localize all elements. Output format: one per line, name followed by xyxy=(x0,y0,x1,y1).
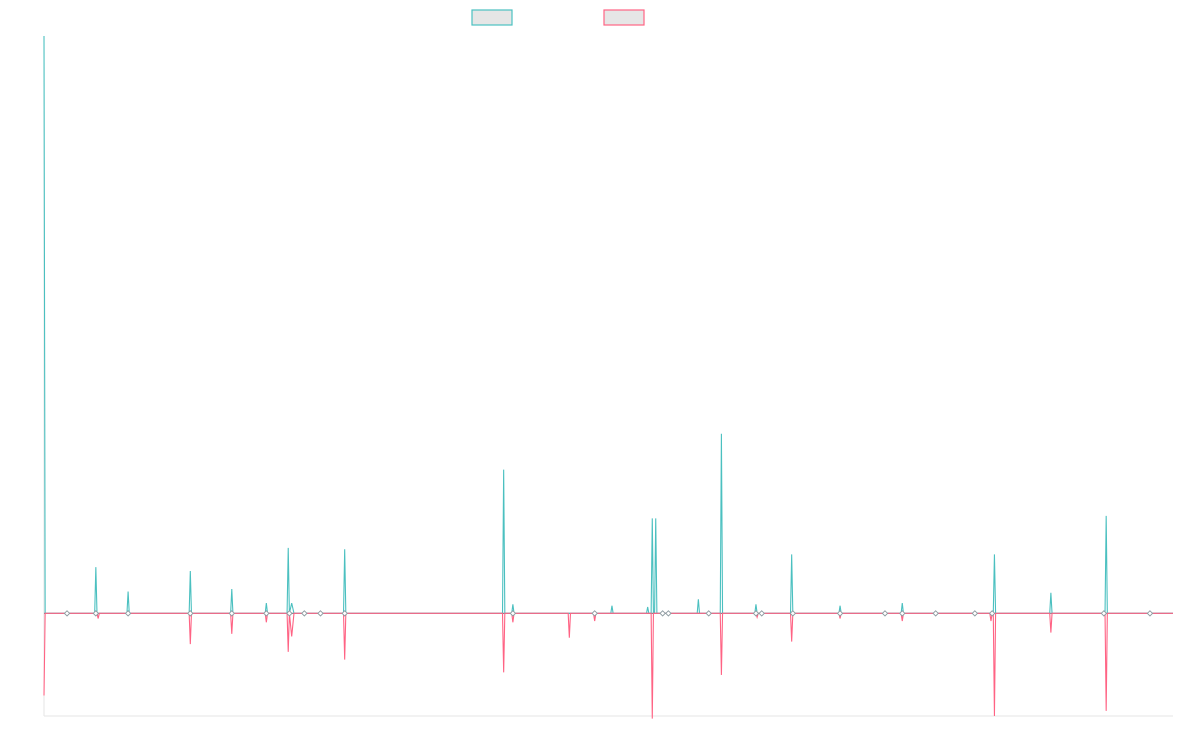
baseline-marker xyxy=(591,610,598,617)
baseline-marker xyxy=(988,610,996,617)
baseline-marker xyxy=(659,610,666,617)
baseline-marker xyxy=(263,610,270,617)
baseline-marker xyxy=(932,610,939,617)
baseline-marker xyxy=(665,610,672,617)
legend-item-2[interactable] xyxy=(603,9,645,26)
series-layer xyxy=(43,35,1173,719)
baseline-marker xyxy=(1100,610,1108,617)
baseline-marker xyxy=(228,610,236,617)
baseline-marker xyxy=(317,610,324,617)
baseline-marker xyxy=(899,610,906,617)
series-line-2 xyxy=(43,612,1173,719)
baseline-marker xyxy=(705,610,712,617)
series-line-1 xyxy=(43,35,1173,614)
baseline-marker xyxy=(286,610,293,617)
baseline-marker xyxy=(881,610,889,617)
marker-layer xyxy=(63,610,1154,617)
baseline-marker xyxy=(124,610,132,617)
baseline-marker xyxy=(509,610,517,617)
baseline-marker xyxy=(789,610,797,617)
baseline-marker xyxy=(752,610,760,617)
baseline-marker xyxy=(1146,610,1154,617)
baseline-marker xyxy=(836,610,844,617)
baseline-marker xyxy=(63,610,71,617)
baseline-marker xyxy=(187,610,194,617)
baseline-marker xyxy=(92,610,100,617)
baseline-marker xyxy=(971,610,979,617)
baseline-marker xyxy=(341,610,348,617)
legend-swatch xyxy=(471,9,513,26)
baseline-marker xyxy=(301,610,308,617)
legend[interactable] xyxy=(471,9,645,26)
baseline-marker xyxy=(758,610,765,617)
legend-swatch xyxy=(603,9,645,26)
axes xyxy=(43,36,1173,717)
legend-item-1[interactable] xyxy=(471,9,513,26)
